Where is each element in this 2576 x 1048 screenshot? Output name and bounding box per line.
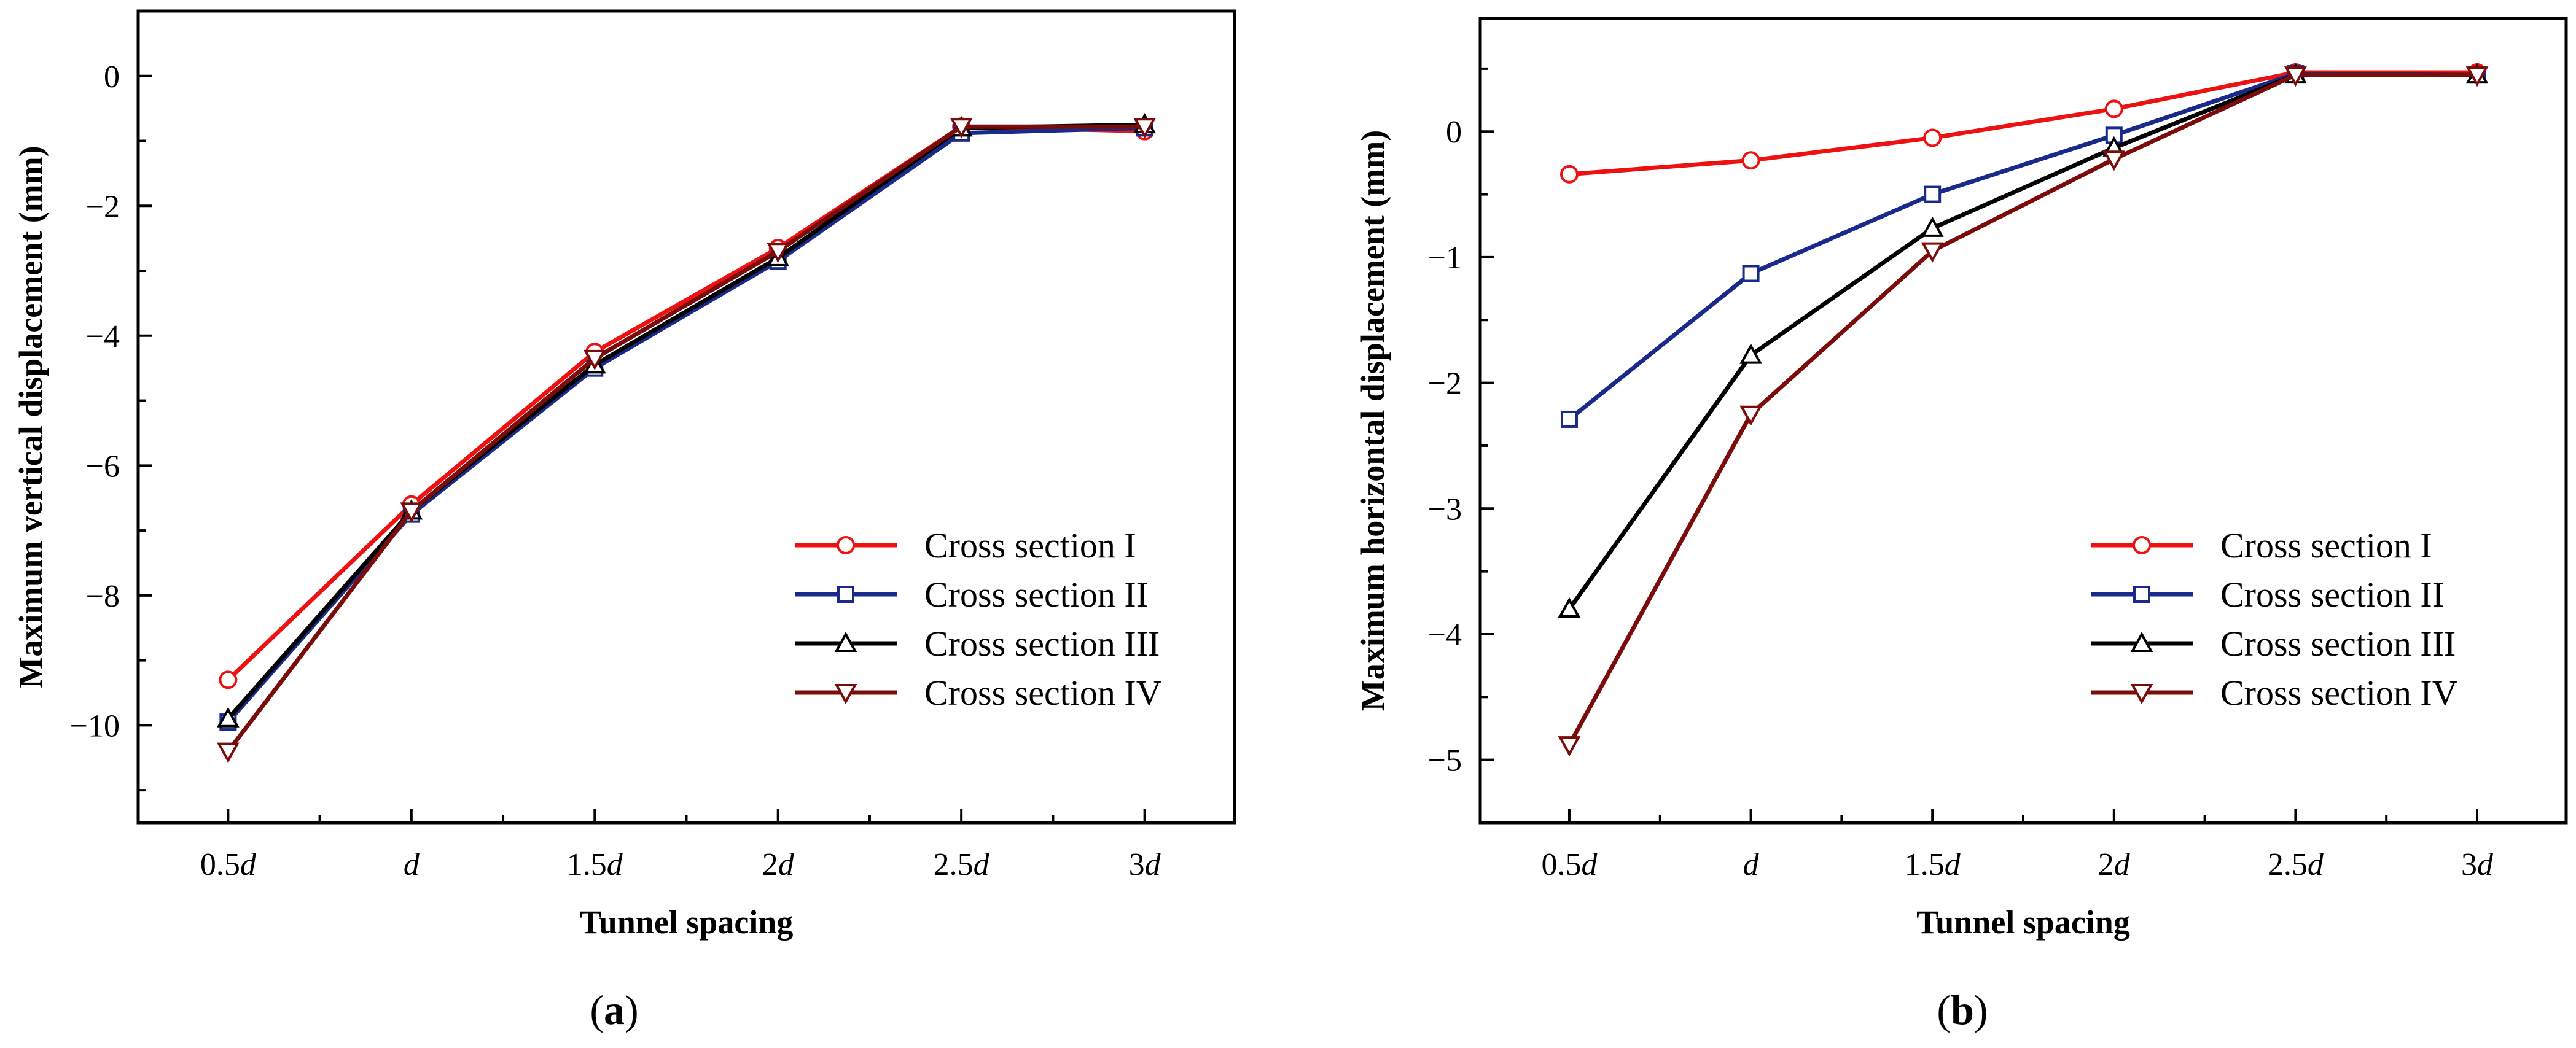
data-point-cross-section-iv-2-5d bbox=[950, 118, 973, 139]
chart-panel-b: 0 −1 −2 −3 −4 −5 0.5d d 1.5d 2d 2.5d 3d Tunnel spa… bbox=[1354, 17, 2568, 1033]
y-tick-label: −2 bbox=[1428, 367, 1462, 402]
panel-caption-a: (a) bbox=[590, 987, 638, 1033]
data-point-cross-section-iv-1-5d bbox=[1921, 242, 1944, 263]
data-point-cross-section-iv-3d bbox=[2465, 66, 2489, 87]
data-point-cross-section-iv-2d bbox=[2102, 150, 2126, 171]
data-point-cross-section-iii-0-5d bbox=[216, 707, 240, 728]
y-axis-ticks-a: 0 −2 −4 −6 −8 −10 bbox=[70, 10, 152, 792]
legend-item-cross-section-iii: Cross section III bbox=[795, 624, 1160, 664]
x-tick-label-2-5d: 2.5d bbox=[934, 847, 990, 882]
data-point-cross-section-i-0-5d bbox=[219, 670, 238, 689]
legend-item-cross-section-i: Cross section I bbox=[795, 526, 1136, 565]
legend-label: Cross section III bbox=[2220, 624, 2456, 664]
y-tick-label: 0 bbox=[1446, 115, 1462, 150]
x-axis-ticks-a: 0.5d d 1.5d 2d 2.5d 3d bbox=[200, 809, 1161, 882]
legend-b: Cross section I Cross section II Cross sec… bbox=[2091, 526, 2458, 713]
data-point-cross-section-iv-0-5d bbox=[1558, 736, 1581, 757]
panel-label-b: b bbox=[1951, 987, 1974, 1033]
legend-label: Cross section II bbox=[924, 575, 1148, 615]
x-tick-label-3d: 3d bbox=[1129, 847, 1161, 882]
panel-caption-b: (b) bbox=[1937, 987, 1988, 1033]
y-tick-label: −4 bbox=[86, 319, 120, 354]
legend-a: Cross section I Cross section II Cross sec… bbox=[795, 526, 1162, 713]
legend-label: Cross section III bbox=[924, 624, 1160, 664]
legend-swatch-marker bbox=[834, 631, 857, 652]
legend-label: Cross section I bbox=[924, 526, 1136, 565]
legend-item-cross-section-iv: Cross section IV bbox=[795, 673, 1162, 713]
y-axis-title-b: Maximum horizontal displacement (mm) bbox=[1354, 130, 1391, 711]
chart-panel-a: 0 −2 −4 −6 −8 −10 0.5d d 1.5d 2d 2.5d 3d Tunnel sp… bbox=[12, 9, 1236, 1033]
legend-label: Cross section IV bbox=[924, 673, 1162, 713]
legend-item-cross-section-ii: Cross section II bbox=[2091, 575, 2444, 615]
x-axis-title-a: Tunnel spacing bbox=[580, 904, 794, 941]
y-axis-ticks-b: 0 −1 −2 −3 −4 −5 bbox=[1428, 67, 1494, 824]
legend-item-cross-section-iv: Cross section IV bbox=[2091, 673, 2458, 713]
y-tick-label: −5 bbox=[1428, 743, 1462, 778]
y-tick-label: −6 bbox=[86, 449, 120, 484]
series-group-b bbox=[1558, 63, 2489, 757]
series-line-cross-section-ii bbox=[1567, 71, 2478, 421]
x-tick-label-1-5d: 1.5d bbox=[1905, 847, 1961, 882]
legend-swatch-marker bbox=[837, 586, 854, 603]
series-cross-section-iv bbox=[216, 118, 1157, 763]
data-point-cross-section-i-0-5d bbox=[1559, 165, 1579, 184]
y-tick-label: −4 bbox=[1428, 618, 1462, 653]
data-point-cross-section-iv-d bbox=[400, 502, 423, 523]
series-cross-section-ii bbox=[1560, 65, 2486, 428]
x-tick-label-2-5d: 2.5d bbox=[2268, 847, 2324, 882]
x-tick-label-d: d bbox=[1743, 847, 1760, 882]
y-tick-label: −8 bbox=[86, 579, 120, 614]
data-point-cross-section-ii-d bbox=[1742, 265, 1760, 282]
data-point-cross-section-iv-2d bbox=[767, 243, 790, 263]
legend-swatch-marker bbox=[837, 536, 855, 554]
panel-label-a: a bbox=[604, 987, 625, 1033]
legend-swatch-marker bbox=[834, 684, 857, 705]
y-tick-label: −1 bbox=[1428, 241, 1462, 276]
data-point-cross-section-iv-3d bbox=[1133, 118, 1157, 139]
legend-swatch-marker bbox=[2133, 586, 2150, 603]
data-point-cross-section-i-2d bbox=[2104, 99, 2123, 118]
legend-item-cross-section-i: Cross section I bbox=[2091, 526, 2432, 565]
data-point-cross-section-iv-2-5d bbox=[2284, 66, 2307, 87]
data-point-cross-section-iv-0-5d bbox=[216, 742, 240, 763]
legend-swatch-marker bbox=[2130, 684, 2153, 705]
y-tick-label: −10 bbox=[70, 708, 120, 743]
legend-item-cross-section-ii: Cross section II bbox=[795, 575, 1148, 615]
x-tick-label-1-5d: 1.5d bbox=[567, 847, 623, 882]
x-tick-label-2d: 2d bbox=[2098, 847, 2131, 882]
legend-label: Cross section II bbox=[2220, 575, 2444, 615]
x-tick-label-3d: 3d bbox=[2461, 847, 2494, 882]
data-point-cross-section-iv-d bbox=[1739, 405, 1762, 426]
data-point-cross-section-iv-1-5d bbox=[583, 349, 606, 370]
data-point-cross-section-iii-1-5d bbox=[1921, 216, 1944, 237]
series-cross-section-iv bbox=[1558, 66, 2489, 757]
data-point-cross-section-ii-0-5d bbox=[1560, 410, 1578, 428]
y-tick-label: −3 bbox=[1428, 492, 1462, 527]
x-axis-ticks-b: 0.5d d 1.5d 2d 2.5d 3d bbox=[1541, 809, 2494, 882]
data-point-cross-section-iii-d bbox=[1739, 343, 1762, 364]
series-group-a bbox=[216, 112, 1157, 763]
series-line-cross-section-i bbox=[1569, 70, 2478, 177]
legend-label: Cross section I bbox=[2220, 526, 2432, 565]
data-point-cross-section-ii-1-5d bbox=[1924, 185, 1942, 203]
legend-swatch-marker bbox=[2133, 536, 2151, 554]
legend-label: Cross section IV bbox=[2220, 673, 2458, 713]
x-tick-label-0-5d: 0.5d bbox=[200, 847, 257, 882]
data-point-cross-section-iii-0-5d bbox=[1558, 597, 1581, 618]
data-point-cross-section-i-d bbox=[1741, 151, 1760, 170]
legend-swatch-marker bbox=[2130, 631, 2153, 652]
y-axis-title-a: Maximum vertical displacement (mm) bbox=[12, 146, 49, 688]
x-tick-label-2d: 2d bbox=[762, 847, 795, 882]
x-tick-label-d: d bbox=[404, 847, 420, 882]
x-axis-title-b: Tunnel spacing bbox=[1916, 904, 2130, 941]
data-point-cross-section-i-1-5d bbox=[1923, 128, 1942, 147]
x-tick-label-0-5d: 0.5d bbox=[1541, 847, 1598, 882]
y-tick-label: −2 bbox=[86, 189, 120, 224]
series-line-cross-section-iv bbox=[1567, 72, 2478, 746]
series-line-cross-section-iv bbox=[226, 124, 1145, 753]
y-tick-label: 0 bbox=[104, 60, 120, 95]
legend-item-cross-section-iii: Cross section III bbox=[2091, 624, 2456, 664]
